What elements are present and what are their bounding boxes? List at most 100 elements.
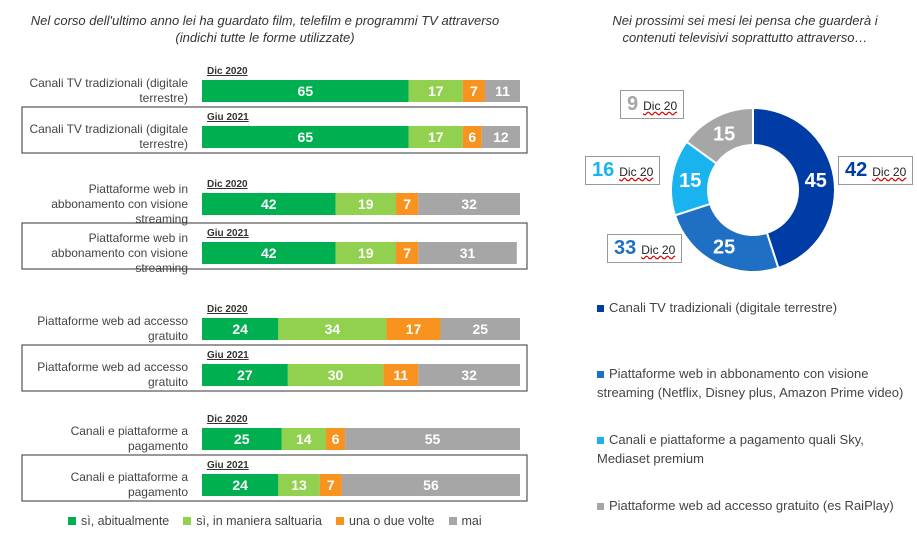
legend-swatch — [336, 517, 345, 525]
bar-segment — [287, 364, 384, 386]
data-label: 30 — [328, 367, 344, 383]
legend-item: Canali e piattaforme a pagamento quali S… — [597, 430, 915, 468]
bar-segment — [202, 80, 409, 102]
data-label: 45 — [805, 170, 827, 192]
bar-segment — [202, 126, 409, 148]
period-label: Dic 2020 — [207, 66, 248, 77]
legend-item: una o due volte — [336, 514, 435, 528]
bar-segment — [383, 364, 419, 386]
data-label: 42 — [261, 196, 277, 212]
callout-value: 42 — [845, 159, 868, 181]
legend-swatch — [183, 517, 192, 525]
legend-swatch — [68, 517, 76, 525]
legend-item: Canali TV tradizionali (digitale terrest… — [597, 298, 915, 317]
category-label: Piattaforme web ad accesso gratuito — [37, 360, 188, 389]
legend-label: sì, abitualmente — [81, 514, 170, 528]
data-label: 24 — [232, 477, 248, 493]
callout-period: Dic 20 — [872, 165, 907, 179]
period-label: Giu 2021 — [207, 460, 249, 471]
row-box — [21, 106, 528, 154]
bar-segment — [395, 193, 419, 215]
legend-swatch — [597, 503, 604, 510]
bar-segment — [202, 428, 282, 450]
data-label: 15 — [713, 123, 735, 145]
data-label: 13 — [291, 477, 307, 493]
chart-title: Nel corso dell'ultimo anno lei ha guarda… — [30, 13, 500, 45]
bar-segment — [418, 364, 520, 386]
legend-swatch — [597, 305, 604, 312]
bar-segment — [395, 242, 419, 264]
category-label: Canali e piattaforme a pagamento — [70, 424, 188, 453]
bar-segment — [335, 242, 396, 264]
data-label: 17 — [406, 321, 422, 337]
data-label: 7 — [403, 245, 411, 261]
data-label: 17 — [428, 83, 444, 99]
legend-item: Piattaforme web in abbonamento con visio… — [597, 364, 915, 402]
bar-segment — [326, 428, 346, 450]
bar-segment — [335, 193, 396, 215]
data-label: 12 — [493, 129, 509, 145]
bar-segment — [408, 80, 463, 102]
data-label: 31 — [460, 245, 476, 261]
legend-label: Canali e piattaforme a pagamento quali S… — [597, 432, 864, 466]
data-label: 19 — [358, 245, 374, 261]
data-label: 56 — [423, 477, 439, 493]
callout: 9 Dic 20 — [620, 90, 685, 119]
data-label: 11 — [495, 83, 510, 99]
bar-segment — [278, 318, 387, 340]
data-label: 19 — [358, 196, 374, 212]
row-box — [21, 454, 528, 502]
donut-slice — [685, 106, 754, 165]
data-label: 7 — [327, 477, 335, 493]
data-label: 6 — [468, 129, 476, 145]
data-label: 27 — [237, 367, 253, 383]
bar-segment — [485, 80, 520, 102]
bar-segment — [202, 242, 336, 264]
callout-period: Dic 20 — [619, 165, 654, 179]
data-label: 7 — [403, 196, 411, 212]
callout-value: 9 — [627, 93, 639, 115]
bar-segment — [341, 474, 520, 496]
bar-segment — [281, 428, 327, 450]
legend: sì, abitualmente sì, in maniera saltuaria… — [68, 514, 482, 528]
callout: 33 Dic 20 — [607, 234, 683, 263]
bar-segment — [319, 474, 342, 496]
bar-segment — [386, 318, 441, 340]
period-label: Giu 2021 — [207, 350, 249, 361]
data-label: 7 — [470, 83, 478, 99]
callout-value: 16 — [592, 159, 615, 181]
data-label: 32 — [461, 367, 477, 383]
legend-item: sì, in maniera saltuaria — [183, 514, 322, 528]
data-label: 25 — [234, 431, 250, 447]
callout-value: 33 — [614, 237, 637, 259]
callout-period: Dic 20 — [643, 99, 678, 113]
legend-swatch — [448, 517, 457, 525]
category-label: Piattaforme web ad accesso gratuito — [37, 314, 188, 343]
category-label: Canali TV tradizionali (digitale terrest… — [29, 122, 188, 151]
legend-label: sì, in maniera saltuaria — [196, 514, 323, 528]
bar-segment — [462, 80, 486, 102]
data-label: 25 — [713, 237, 735, 259]
category-label: Canali e piattaforme a pagamento — [70, 470, 188, 499]
data-label: 17 — [428, 129, 444, 145]
bar-segment — [462, 126, 482, 148]
period-label: Giu 2021 — [207, 112, 249, 123]
legend-item: sì, abitualmente — [68, 514, 169, 528]
category-label: Piattaforme web in abbonamento con visio… — [51, 230, 188, 275]
data-label: 42 — [261, 245, 277, 261]
bar-segment — [481, 126, 520, 148]
legend-swatch — [597, 371, 604, 378]
data-label: 55 — [425, 431, 441, 447]
legend-label: Piattaforme web ad accesso gratuito (es … — [609, 498, 894, 513]
data-label: 32 — [461, 196, 477, 212]
data-label: 34 — [325, 321, 341, 337]
row-box — [21, 222, 528, 270]
category-label: Piattaforme web in abbonamento con visio… — [51, 181, 188, 226]
legend-swatch — [597, 437, 604, 444]
callout: 16 Dic 20 — [585, 156, 661, 185]
bar-segment — [202, 318, 279, 340]
data-label: 14 — [296, 431, 312, 447]
bar-segment — [278, 474, 320, 496]
callout: 42 Dic 20 — [838, 156, 914, 185]
